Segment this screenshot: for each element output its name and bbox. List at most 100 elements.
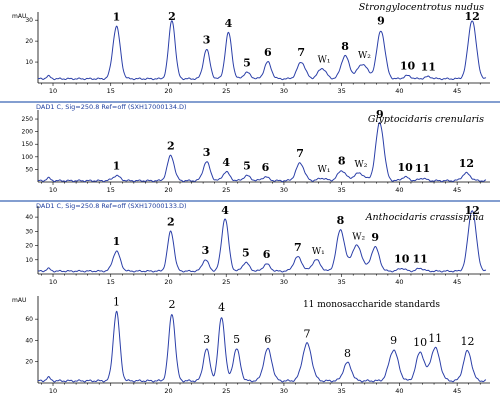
peak-label: 11 <box>415 162 430 175</box>
peak-label: 9 <box>377 15 385 28</box>
peak-label: 2 <box>168 298 175 311</box>
peak-label: 3 <box>203 333 210 346</box>
x-tick-label: 30 <box>280 186 288 194</box>
x-tick-label: 10 <box>49 278 57 286</box>
peak-label: 6 <box>264 333 271 346</box>
peak-label: 1 <box>113 296 120 309</box>
y-tick-label: 200 <box>22 129 34 136</box>
peak-label: 8 <box>341 40 349 53</box>
peak-label: 10 <box>413 336 427 349</box>
peak-label: 8 <box>338 155 346 168</box>
panel-header: DAD1 C, Sig=250.8 Ref=off (SXH17000133.D… <box>36 202 187 210</box>
peak-label: 8 <box>337 214 345 227</box>
x-tick-label: 25 <box>222 87 230 95</box>
y-tick-label: 100 <box>22 154 34 161</box>
peak-label: 4 <box>225 17 233 30</box>
panel-title: 11 monosaccharide standards <box>303 300 440 310</box>
peak-label: W₁ <box>318 165 331 175</box>
x-tick-label: 25 <box>222 278 230 286</box>
peak-label: W₁ <box>312 247 325 257</box>
peak-label: 5 <box>243 57 251 70</box>
peak-label: 3 <box>202 244 210 257</box>
panel-title: Glyptocidaris crenularis <box>368 114 484 125</box>
x-tick-label: 45 <box>453 278 461 286</box>
peak-label: 3 <box>203 34 211 47</box>
x-tick-label: 10 <box>49 387 57 395</box>
x-tick-label: 20 <box>164 87 172 95</box>
x-tick-label: 40 <box>395 278 403 286</box>
peak-label: 9 <box>376 108 384 121</box>
x-tick-label: 45 <box>453 87 461 95</box>
y-tick-label: 10 <box>25 59 33 66</box>
peak-label: 3 <box>203 146 211 159</box>
peak-label: 5 <box>242 247 250 260</box>
peak-label: 5 <box>233 333 240 346</box>
peak-label: 11 <box>428 332 442 345</box>
y-tick-label: 40 <box>25 214 33 221</box>
y-axis-label: mAU <box>12 297 26 304</box>
x-tick-label: 20 <box>164 387 172 395</box>
peak-label: W₂ <box>358 51 371 61</box>
x-tick-label: 35 <box>338 186 346 194</box>
peak-label: 7 <box>294 241 302 254</box>
y-tick-label: 150 <box>22 141 34 148</box>
x-tick-label: 20 <box>164 278 172 286</box>
y-axis-label: mAU <box>12 13 26 20</box>
x-tick-label: 40 <box>395 387 403 395</box>
y-tick-label: 30 <box>25 17 33 24</box>
x-tick-label: 10 <box>49 87 57 95</box>
peak-label: 10 <box>398 161 414 174</box>
chromatogram-trace <box>37 310 487 383</box>
chromatogram-panel-2: DAD1 C, Sig=250.8 Ref=off (SXH17000134.D… <box>0 101 500 194</box>
x-tick-label: 25 <box>222 186 230 194</box>
x-tick-label: 20 <box>164 186 172 194</box>
peak-label: 2 <box>167 140 175 153</box>
x-tick-label: 40 <box>395 186 403 194</box>
x-tick-label: 15 <box>107 186 115 194</box>
peak-label: 2 <box>167 215 175 228</box>
chromatogram-trace <box>37 210 487 273</box>
peak-label: W₁ <box>318 55 331 65</box>
x-tick-label: 35 <box>338 278 346 286</box>
peak-label: 7 <box>296 147 304 160</box>
peak-label: 12 <box>459 157 474 170</box>
peak-label: 9 <box>390 334 397 347</box>
x-tick-label: 25 <box>222 387 230 395</box>
x-tick-label: 30 <box>280 278 288 286</box>
x-tick-label: 45 <box>453 186 461 194</box>
x-tick-label: 15 <box>107 87 115 95</box>
x-tick-label: 15 <box>107 278 115 286</box>
peak-label: 11 <box>413 252 428 265</box>
peak-label: 9 <box>371 231 379 244</box>
peak-label: 6 <box>263 248 271 261</box>
y-tick-label: 20 <box>25 359 33 366</box>
y-tick-label: 30 <box>25 228 33 235</box>
x-tick-label: 45 <box>453 387 461 395</box>
peak-label: W₂ <box>352 233 365 243</box>
x-tick-label: 35 <box>338 387 346 395</box>
peak-label: W₂ <box>355 160 368 170</box>
x-tick-label: 10 <box>49 186 57 194</box>
peak-label: 10 <box>394 252 410 265</box>
chromatogram-trace <box>37 20 487 81</box>
panel-header: DAD1 C, Sig=250.8 Ref=off (SXH17000134.D… <box>36 103 187 111</box>
chromatogram-panel-3: DAD1 C, Sig=250.8 Ref=off (SXH17000133.D… <box>0 200 500 286</box>
peak-label: 11 <box>421 61 436 74</box>
x-tick-label: 30 <box>280 87 288 95</box>
y-tick-label: 60 <box>25 316 33 323</box>
peak-label: 4 <box>218 301 225 314</box>
peak-label: 7 <box>297 46 305 59</box>
peak-label: 12 <box>461 335 475 348</box>
peak-label: 4 <box>221 204 229 217</box>
y-tick-label: 20 <box>25 38 33 45</box>
peak-label: 10 <box>400 60 416 73</box>
chromatogram-trace <box>37 122 487 183</box>
peak-label: 12 <box>464 204 479 217</box>
peak-label: 1 <box>113 160 121 173</box>
peak-label: 5 <box>243 160 251 173</box>
peak-label: 8 <box>344 347 351 360</box>
peak-label: 12 <box>464 10 479 23</box>
peak-label: 1 <box>113 235 121 248</box>
